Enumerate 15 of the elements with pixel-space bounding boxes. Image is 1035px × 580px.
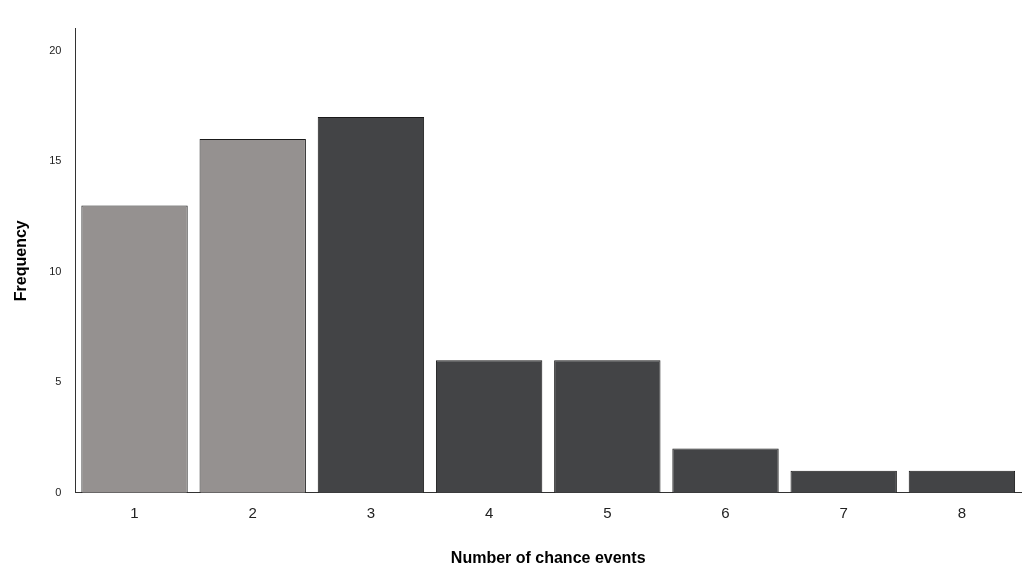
- x-tick-label: 8: [957, 503, 967, 521]
- x-tick-label: 3: [366, 503, 376, 521]
- y-axis-title: Frequency: [12, 220, 30, 302]
- y-tick-label: 15: [49, 154, 62, 167]
- y-tick-label: 0: [55, 485, 62, 498]
- x-tick-label: 1: [130, 503, 139, 521]
- y-tick-label: 10: [49, 264, 62, 277]
- y-tick-label: 5: [55, 375, 62, 388]
- x-tick-label: 7: [839, 503, 848, 521]
- x-tick-label: 5: [603, 503, 612, 521]
- x-tick-label: 2: [248, 503, 257, 521]
- x-axis-title: Number of chance events: [450, 548, 646, 566]
- x-tick-label: 4: [484, 503, 494, 521]
- x-tick-label: 6: [721, 503, 730, 521]
- y-tick-label: 20: [49, 43, 62, 56]
